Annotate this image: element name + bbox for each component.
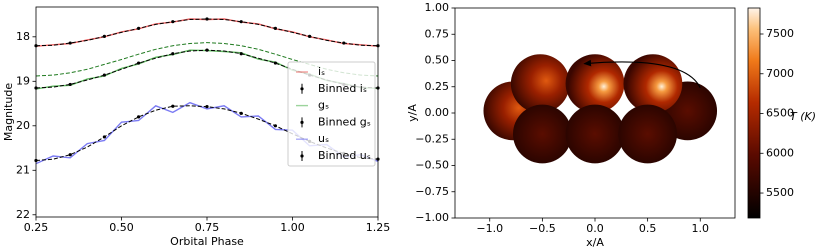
plot-frame (454, 7, 736, 219)
binned-point (273, 124, 277, 128)
x-tick-label: 0.0 (586, 222, 604, 235)
y-tick-label: −1.00 (415, 211, 449, 224)
y-tick-label: 1.00 (425, 1, 450, 14)
colorbar-tick-label: 7500 (766, 27, 794, 40)
y-tick-label: 18 (16, 30, 30, 43)
y-tick-label: 20 (16, 119, 30, 132)
y-tick-label: 0.75 (425, 27, 450, 40)
x-tick-label: −0.5 (529, 222, 556, 235)
model-line (35, 42, 379, 77)
binned-point (239, 20, 243, 24)
colorbar-label: T (K) (790, 110, 816, 123)
binned-point (308, 34, 312, 38)
star-image (512, 104, 572, 164)
binned-point (239, 111, 243, 115)
binned-point (171, 104, 175, 108)
star-image (565, 54, 625, 113)
star-image (565, 104, 625, 164)
y-tick-label: 0.00 (425, 106, 450, 119)
y-tick-label: 21 (16, 163, 30, 176)
x-tick-label: 0.75 (195, 221, 220, 234)
legend-label: Binned uₛ (318, 149, 371, 162)
colorbar-tick-label: 6500 (766, 107, 794, 120)
legend-box (287, 61, 376, 167)
y-tick-label: 0.50 (425, 54, 450, 67)
binned-point (68, 82, 72, 87)
binned-point (137, 26, 141, 30)
y-tick-label: −0.25 (415, 132, 449, 145)
x-tick-label: 1.25 (366, 221, 391, 234)
colorbar-tick-label: 5500 (766, 186, 794, 199)
binned-point (137, 61, 141, 65)
legend-label: Binned iₛ (318, 82, 367, 95)
legend-swatch (300, 154, 304, 158)
legend-label: uₛ (318, 132, 329, 145)
legend-label: Binned gₛ (318, 115, 371, 128)
x-tick-label: 0.50 (109, 221, 134, 234)
colorbar-tick-label: 6000 (766, 146, 794, 159)
legend: iₛ Binned iₛ gₛ Binned gₛ uₛ Binned uₛ (287, 61, 376, 167)
y-tick-label: −0.75 (415, 185, 449, 198)
binned-point (205, 105, 209, 109)
star-image (618, 104, 678, 164)
binned-point (342, 41, 346, 45)
binned-point (68, 153, 72, 157)
x-tick-label: 0.25 (24, 221, 49, 234)
binned-point (102, 135, 106, 139)
legend-swatch (300, 120, 304, 124)
binned-point (273, 26, 277, 30)
binned-point (205, 17, 209, 21)
y-axis-label: Magnitude (2, 83, 15, 142)
orbit-arrow (583, 59, 701, 89)
star-image (510, 54, 570, 113)
colorbar (747, 7, 761, 219)
binned-point (102, 34, 106, 38)
x-axis-label: x/A (586, 236, 604, 249)
binned-point (239, 52, 243, 56)
star-image (623, 54, 683, 113)
system-image-panel: −1.0 −0.5 0.0 0.5 1.0 −1.00 −0.75 −0.50 −0.25 0.0… (406, 1, 816, 249)
binned-point (68, 41, 72, 45)
x-tick-label: −1.0 (476, 222, 503, 235)
x-tick-label: 0.5 (639, 222, 657, 235)
y-axis-label: y/A (406, 104, 419, 122)
x-axis-label: Orbital Phase (170, 235, 244, 248)
binned-point (273, 61, 277, 65)
y-tick-label: 22 (16, 208, 30, 221)
colorbar-tick-label: 7000 (766, 67, 794, 80)
binned-point (205, 48, 209, 52)
binned-point (171, 20, 175, 24)
light-curve-panel: 0.25 0.50 0.75 1.00 1.25 18 19 20 21 22 Orbital Ph… (2, 6, 391, 248)
model-line (35, 18, 379, 47)
binned-point (102, 73, 106, 77)
plot-frame (35, 6, 379, 218)
legend-label: iₛ (318, 65, 325, 78)
legend-label: gₛ (318, 99, 329, 112)
binned-point (171, 52, 175, 56)
x-tick-label: 1.00 (280, 221, 305, 234)
y-tick-label: −0.50 (415, 159, 449, 172)
y-tick-label: 19 (16, 74, 30, 87)
legend-swatch (300, 87, 304, 91)
x-tick-label: 1.0 (692, 222, 710, 235)
binned-point (137, 115, 141, 119)
y-tick-label: 0.25 (425, 80, 450, 93)
